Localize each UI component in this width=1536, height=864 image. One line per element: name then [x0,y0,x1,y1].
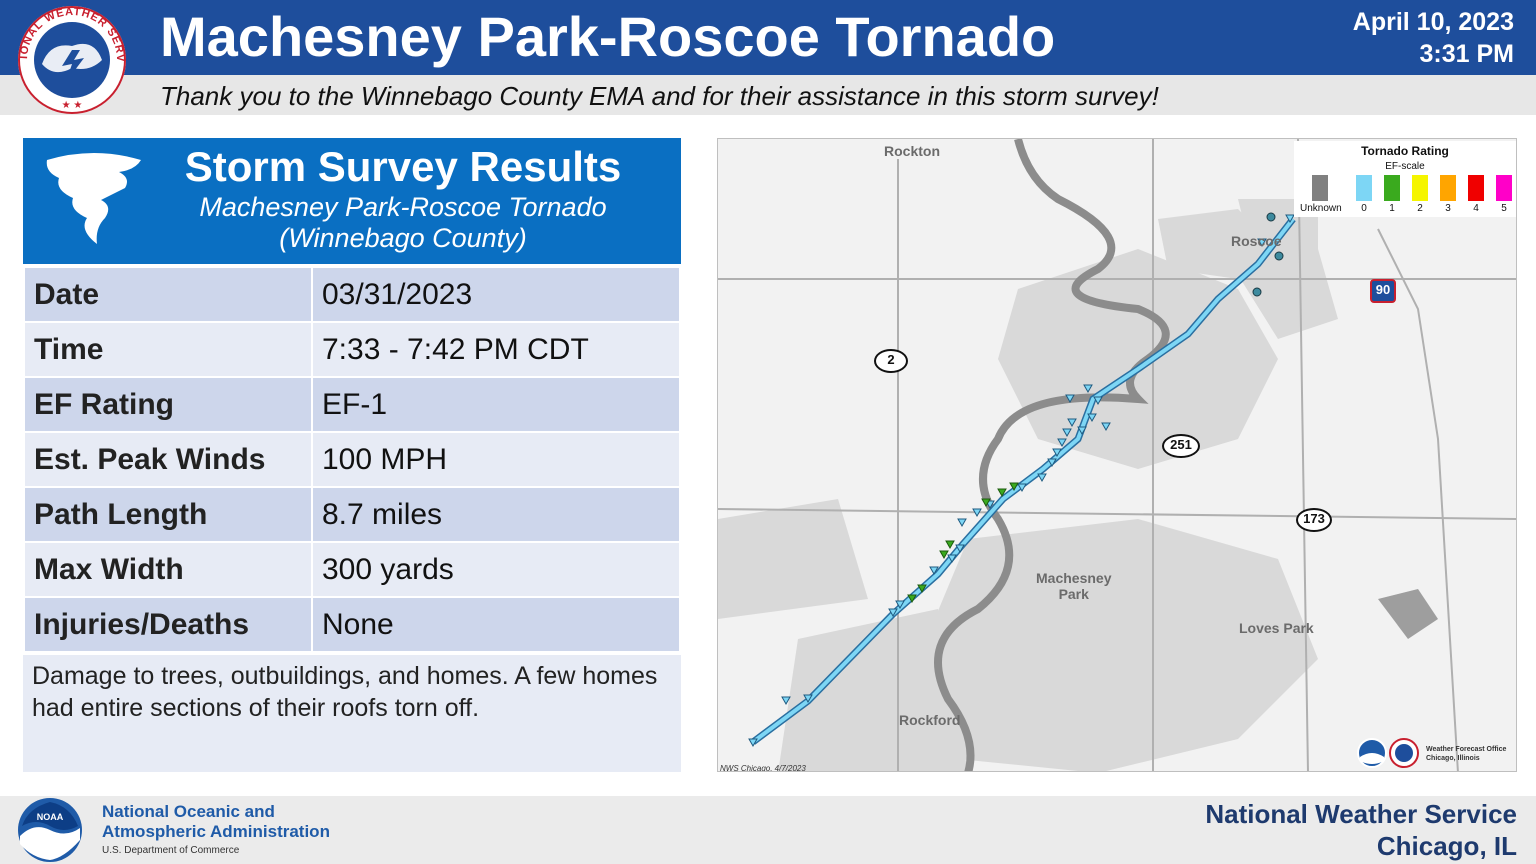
row-value: EF-1 [311,376,681,433]
noaa-name-line2: Atmospheric Administration [102,822,330,841]
survey-card-title: Storm Survey Results [184,143,622,190]
nws-footer-line2: Chicago, IL [1376,831,1517,861]
place-machesney-line2: Park [1058,586,1089,602]
legend-label-ef0: 0 [1361,203,1367,214]
noaa-name: National Oceanic and Atmospheric Adminis… [102,802,330,842]
map-agency-logos [1357,738,1419,768]
legend-swatch-ef2 [1412,175,1428,201]
legend-swatch-ef1 [1384,175,1400,201]
place-machesney-line1: Machesney [1036,570,1112,586]
issue-date: April 10, 2023 [1352,8,1514,36]
damage-points-unknown [1252,212,1284,297]
noaa-department: U.S. Department of Commerce [102,845,240,856]
table-row: Est. Peak Winds 100 MPH [23,431,681,488]
survey-results-table: Date 03/31/2023 Time 7:33 - 7:42 PM CDT EF… [23,266,681,653]
wfo-line2: Chicago, Illinois [1426,755,1480,762]
legend-swatch-unknown [1312,175,1328,201]
tornado-icon [46,153,141,244]
row-value: 100 MPH [311,431,681,488]
row-key: Max Width [23,541,313,598]
page-title: Machesney Park-Roscoe Tornado [160,5,1056,68]
row-key: EF Rating [23,376,313,433]
legend-label-ef4: 4 [1473,203,1479,214]
svg-text:NOAA: NOAA [37,812,64,822]
row-key: Est. Peak Winds [23,431,313,488]
damage-points-ef0 [748,214,1295,748]
wfo-label: Weather Forecast Office Chicago, Illinoi… [1426,745,1506,763]
issue-datetime: April 10, 2023 3:31 PM [1353,6,1514,70]
legend-swatch-ef0 [1356,175,1372,201]
row-key: Injuries/Deaths [23,596,313,653]
row-value: 03/31/2023 [311,266,681,323]
place-roscoe: Roscoe [1231,233,1282,249]
tornado-track-map: Rockton Roscoe Machesney Park Loves Park… [717,138,1517,772]
row-key: Date [23,266,313,323]
survey-card-subtitle-line2: (Winnebago County) [279,223,527,253]
row-key: Path Length [23,486,313,543]
interstate-90-shield: 90 [1370,279,1396,303]
noaa-logo: NOAA [18,798,82,862]
legend-label-ef3: 3 [1445,203,1451,214]
legend-swatch-ef4 [1468,175,1484,201]
place-machesney-park: Machesney Park [1036,570,1111,602]
row-key: Time [23,321,313,378]
roads [718,139,1516,771]
route-173-shield: 173 [1296,508,1332,532]
wfo-line1: Weather Forecast Office [1426,746,1507,753]
damage-points-ef1 [907,482,1019,604]
route-2-shield: 2 [874,349,908,373]
issue-time: 3:31 PM [1419,40,1514,68]
nws-logo: NATIONAL WEATHER SERVICE ★ ★ [10,2,126,114]
legend-title: Tornado Rating [1361,144,1449,158]
map-base [718,139,1516,771]
thanks-message: Thank you to the Winnebago County EMA an… [160,81,1159,111]
legend-label-ef1: 1 [1389,203,1395,214]
map-legend: Tornado Rating EF-scale Unknown 0 1 2 3 … [1294,141,1516,217]
rock-river [934,139,1170,771]
legend-swatch-ef5 [1496,175,1512,201]
table-row: Path Length 8.7 miles [23,486,681,543]
table-row: Max Width 300 yards [23,541,681,598]
map-credit: NWS Chicago, 4/7/2023 [720,764,806,772]
survey-card-subtitle-line1: Machesney Park-Roscoe Tornado [199,192,607,222]
row-value: 8.7 miles [311,486,681,543]
place-loves-park: Loves Park [1239,620,1314,636]
route-251-shield: 251 [1162,434,1200,458]
nws-footer-line1: National Weather Service [1205,799,1517,829]
table-row: Time 7:33 - 7:42 PM CDT [23,321,681,378]
svg-text:★ ★: ★ ★ [62,100,83,111]
legend-label-ef2: 2 [1417,203,1423,214]
row-value: 300 yards [311,541,681,598]
row-value: None [311,596,681,653]
place-rockton: Rockton [884,143,940,159]
legend-label-unknown: Unknown [1300,203,1342,214]
table-row: Date 03/31/2023 [23,266,681,323]
survey-card-header: Storm Survey Results Machesney Park-Rosc… [23,138,681,264]
nws-office-footer: National Weather Service Chicago, IL [1205,798,1517,862]
survey-card-subtitle: Machesney Park-Roscoe Tornado (Winnebago… [153,192,653,254]
row-value: 7:33 - 7:42 PM CDT [311,321,681,378]
damage-notes: Damage to trees, outbuildings, and homes… [23,655,681,772]
table-row: EF Rating EF-1 [23,376,681,433]
legend-subtitle: EF-scale [1385,161,1425,172]
noaa-name-line1: National Oceanic and [102,802,275,821]
legend-swatch-ef3 [1440,175,1456,201]
table-row: Injuries/Deaths None [23,596,681,653]
header-bar [0,0,1536,75]
legend-label-ef5: 5 [1501,203,1507,214]
footer-bar [0,796,1536,864]
subheader-bar [0,75,1536,115]
place-rockford: Rockford [899,712,961,728]
